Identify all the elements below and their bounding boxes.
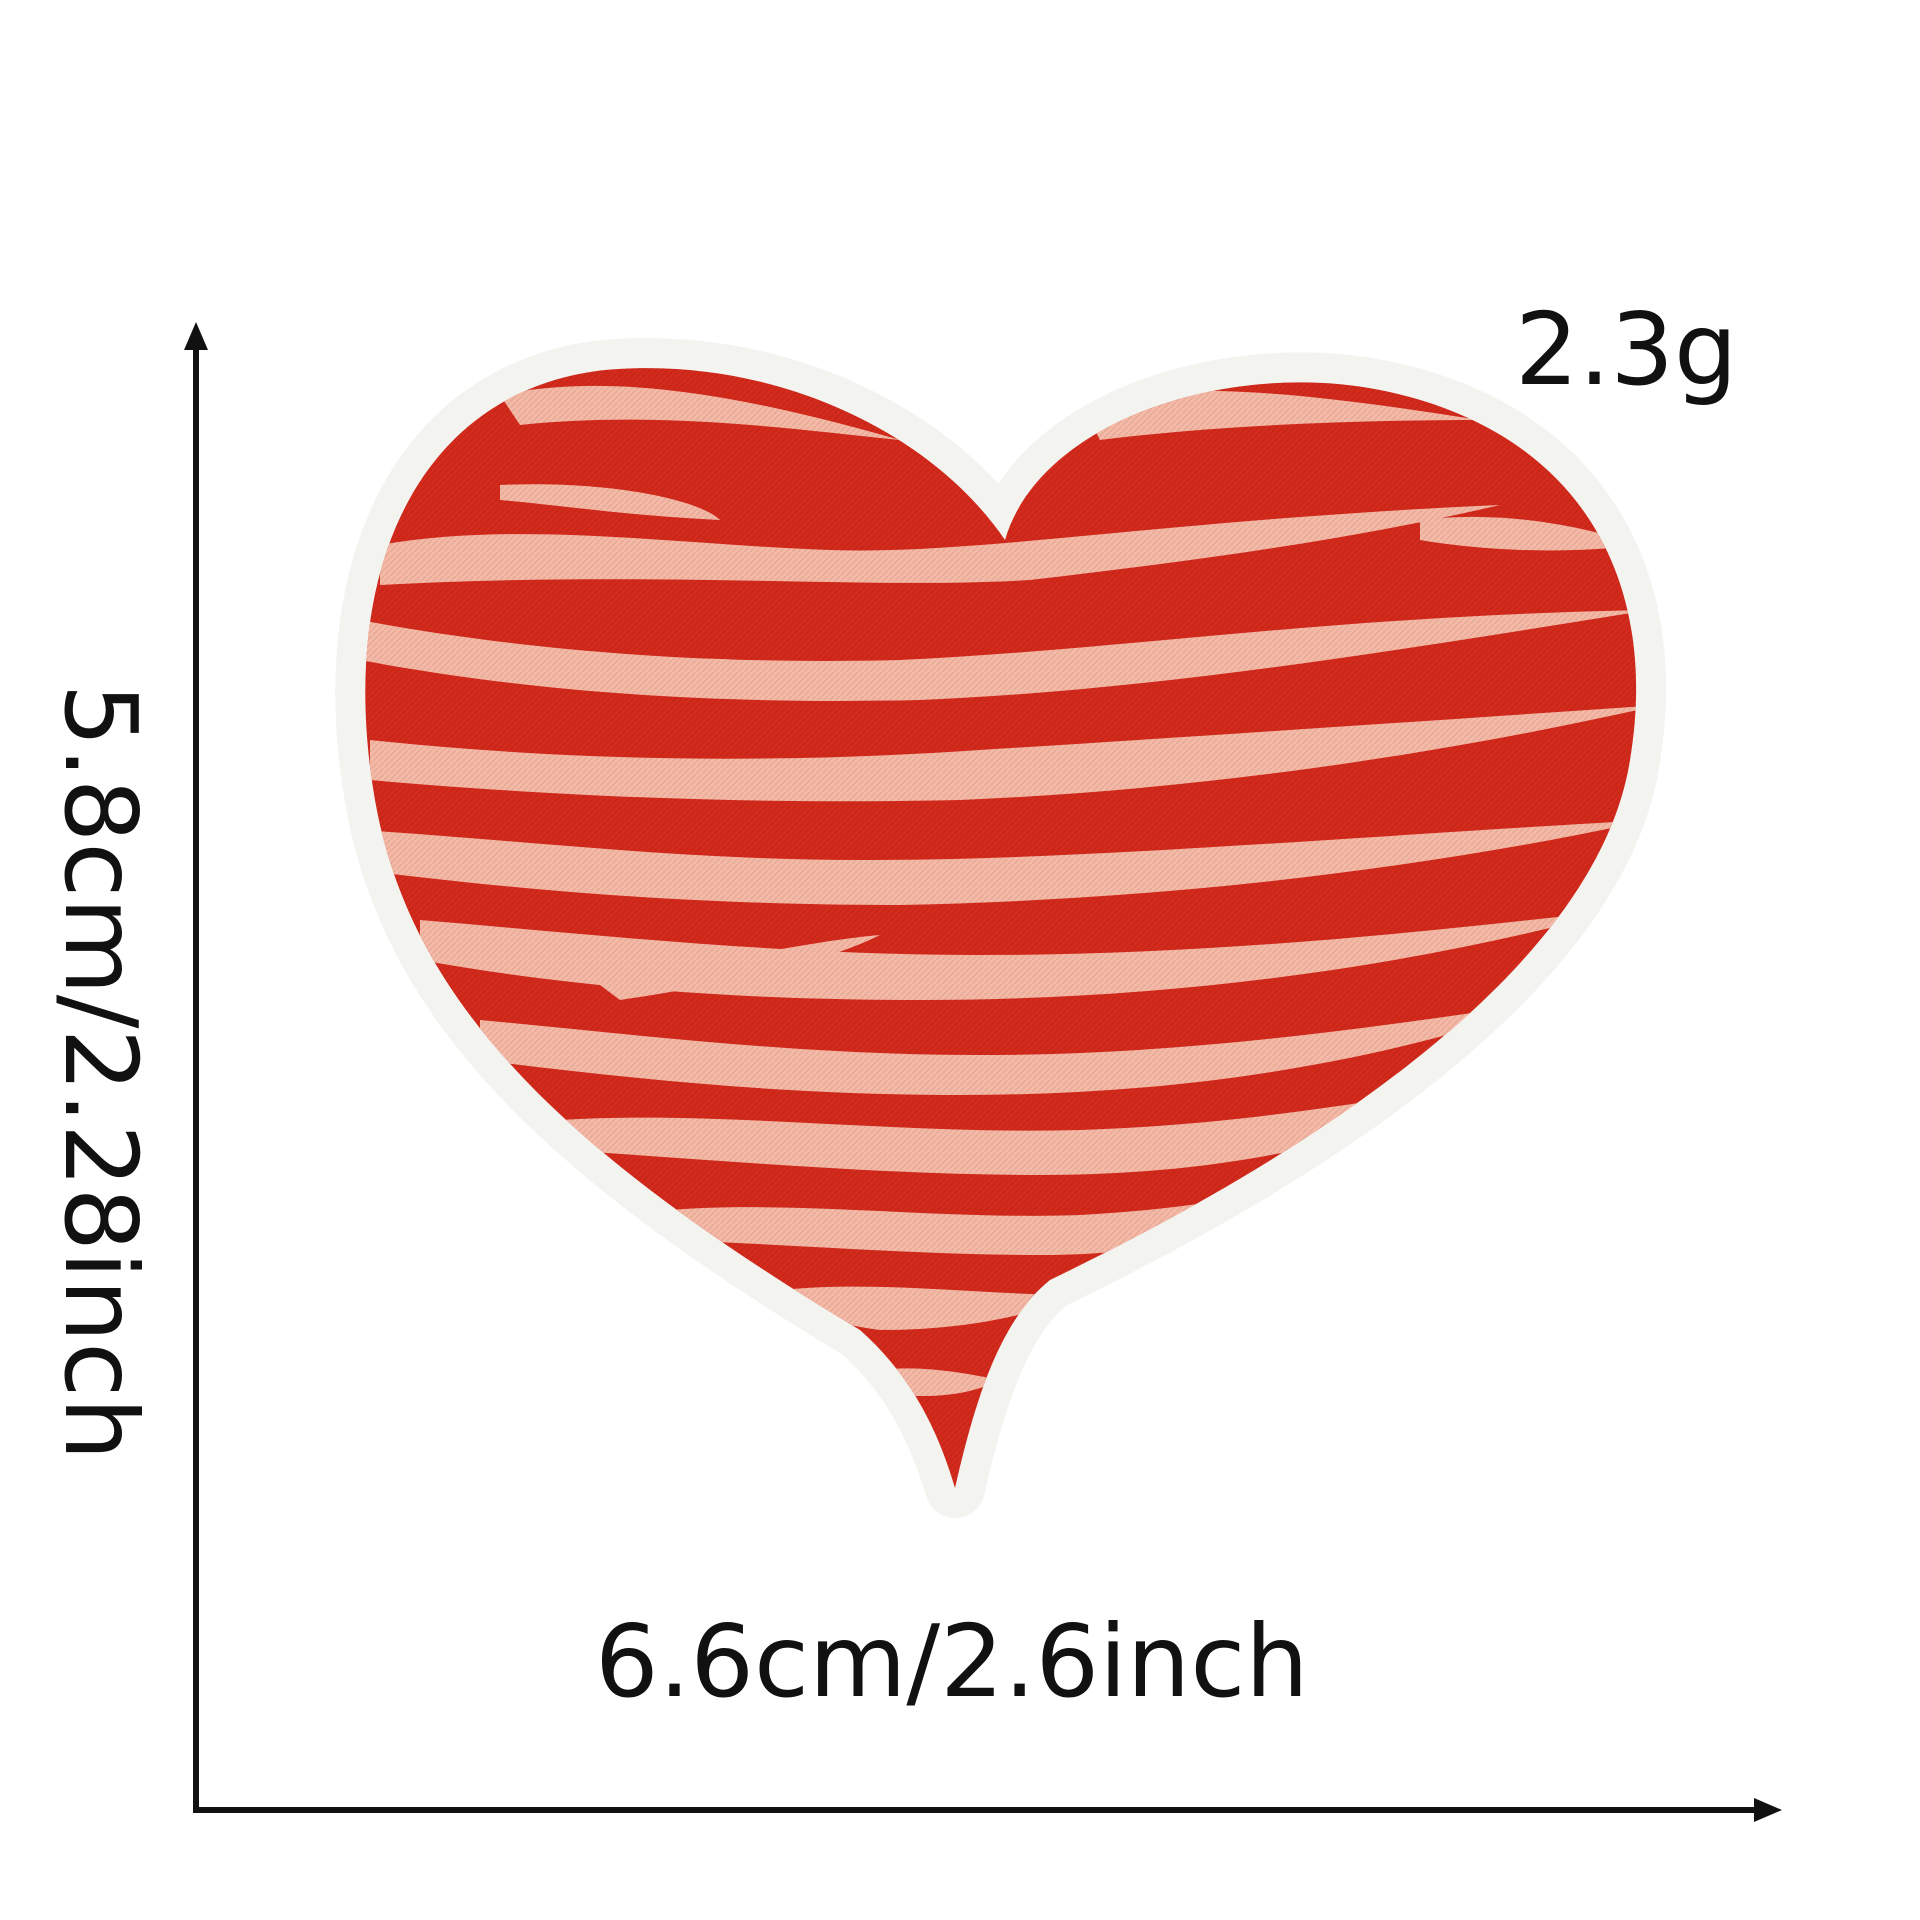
weight-label: 2.3g	[1515, 291, 1738, 408]
heart-patch-icon	[335, 338, 1667, 1518]
height-arrow-icon	[184, 322, 208, 1812]
height-dimension-label: 5.8cm/2.28inch	[42, 683, 159, 1461]
width-dimension-label: 6.6cm/2.6inch	[595, 1603, 1309, 1720]
width-arrow-icon	[193, 1798, 1782, 1822]
